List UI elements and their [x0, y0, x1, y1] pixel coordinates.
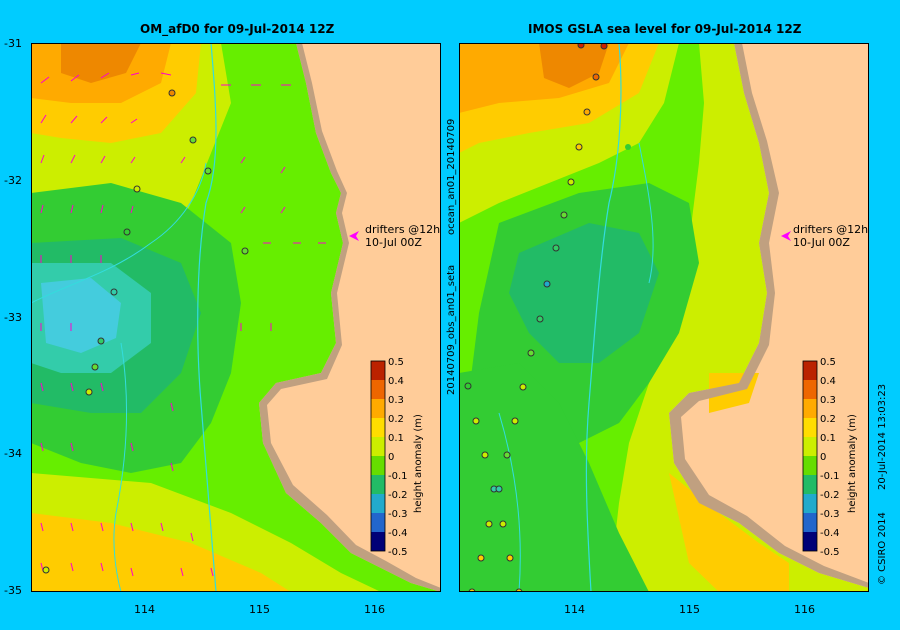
- left-colorbar: 0.5 0.4 0.3 0.2 0.1 0 -0.1 -0.2 -0.3 -0.…: [370, 357, 424, 558]
- left-x-tick-2: 116: [364, 603, 385, 616]
- right-map-panel: drifters @12h to 10-Jul 00Z 0.5 0.4 0.3 …: [459, 43, 869, 592]
- right-cbar-tick-4: 0.1: [820, 433, 836, 444]
- y-tick-2: -33: [4, 311, 22, 324]
- timestamp-text: 20-Jul-2014 13:03:23: [877, 383, 888, 490]
- right-cbar-tick-9: -0.4: [820, 528, 840, 539]
- right-cbar-tick-6: -0.1: [820, 471, 840, 482]
- right-x-tick-0: 114: [564, 603, 585, 616]
- left-cbar-tick-8: -0.3: [388, 509, 408, 520]
- right-x-tick-1: 115: [679, 603, 700, 616]
- right-cbar-tick-5: 0: [820, 452, 826, 463]
- left-cbar-tick-0: 0.5: [388, 357, 404, 368]
- right-cbar-tick-3: 0.2: [820, 414, 836, 425]
- right-cbar-tick-7: -0.2: [820, 490, 840, 501]
- right-colorbar: 0.5 0.4 0.3 0.2 0.1 0 -0.1 -0.2 -0.3 -0.…: [802, 357, 858, 558]
- left-cbar-tick-7: -0.2: [388, 490, 408, 501]
- left-cbar-tick-4: 0.1: [388, 433, 404, 444]
- right-cbar-tick-2: 0.3: [820, 395, 836, 406]
- y-tick-3: -34: [4, 447, 22, 460]
- right-x-tick-2: 116: [794, 603, 815, 616]
- left-cbar-tick-10: -0.5: [388, 547, 408, 558]
- right-drifter-label-1: drifters @12h to: [793, 223, 869, 236]
- right-drifter-label-2: 10-Jul 00Z: [793, 236, 850, 249]
- left-cbar-label: height anomaly (m): [413, 414, 424, 513]
- right-vertical-label-bottom: 20140709_obs_an01_seta: [446, 264, 457, 395]
- left-panel-title: OM_afD0 for 09-Jul-2014 12Z: [140, 22, 335, 36]
- left-cbar-tick-6: -0.1: [388, 471, 408, 482]
- left-cbar-tick-5: 0: [388, 452, 394, 463]
- y-tick-0: -31: [4, 37, 22, 50]
- left-cbar-tick-2: 0.3: [388, 395, 404, 406]
- left-map-panel: drifters @12h to 10-Jul 00Z 0.5 0.4 0.3 …: [31, 43, 441, 592]
- right-panel-title: IMOS GSLA sea level for 09-Jul-2014 12Z: [528, 22, 802, 36]
- right-vertical-label-top: ocean_an01_20140709: [446, 118, 457, 235]
- credit-text: © CSIRO 2014: [877, 512, 888, 585]
- y-tick-4: -35: [4, 584, 22, 597]
- left-cbar-tick-1: 0.4: [388, 376, 404, 387]
- left-drifter-label-1: drifters @12h to: [365, 223, 441, 236]
- right-cbar-label: height anomaly (m): [847, 414, 858, 513]
- y-tick-1: -32: [4, 174, 22, 187]
- right-cbar-tick-8: -0.3: [820, 509, 840, 520]
- left-map: drifters @12h to 10-Jul 00Z 0.5 0.4 0.3 …: [31, 43, 441, 592]
- left-drifter-label-2: 10-Jul 00Z: [365, 236, 422, 249]
- right-map: drifters @12h to 10-Jul 00Z 0.5 0.4 0.3 …: [459, 43, 869, 592]
- left-x-tick-1: 115: [249, 603, 270, 616]
- right-cbar-tick-10: -0.5: [820, 547, 840, 558]
- right-cbar-tick-0: 0.5: [820, 357, 836, 368]
- left-cbar-tick-9: -0.4: [388, 528, 408, 539]
- right-cbar-tick-1: 0.4: [820, 376, 836, 387]
- left-x-tick-0: 114: [134, 603, 155, 616]
- left-cbar-tick-3: 0.2: [388, 414, 404, 425]
